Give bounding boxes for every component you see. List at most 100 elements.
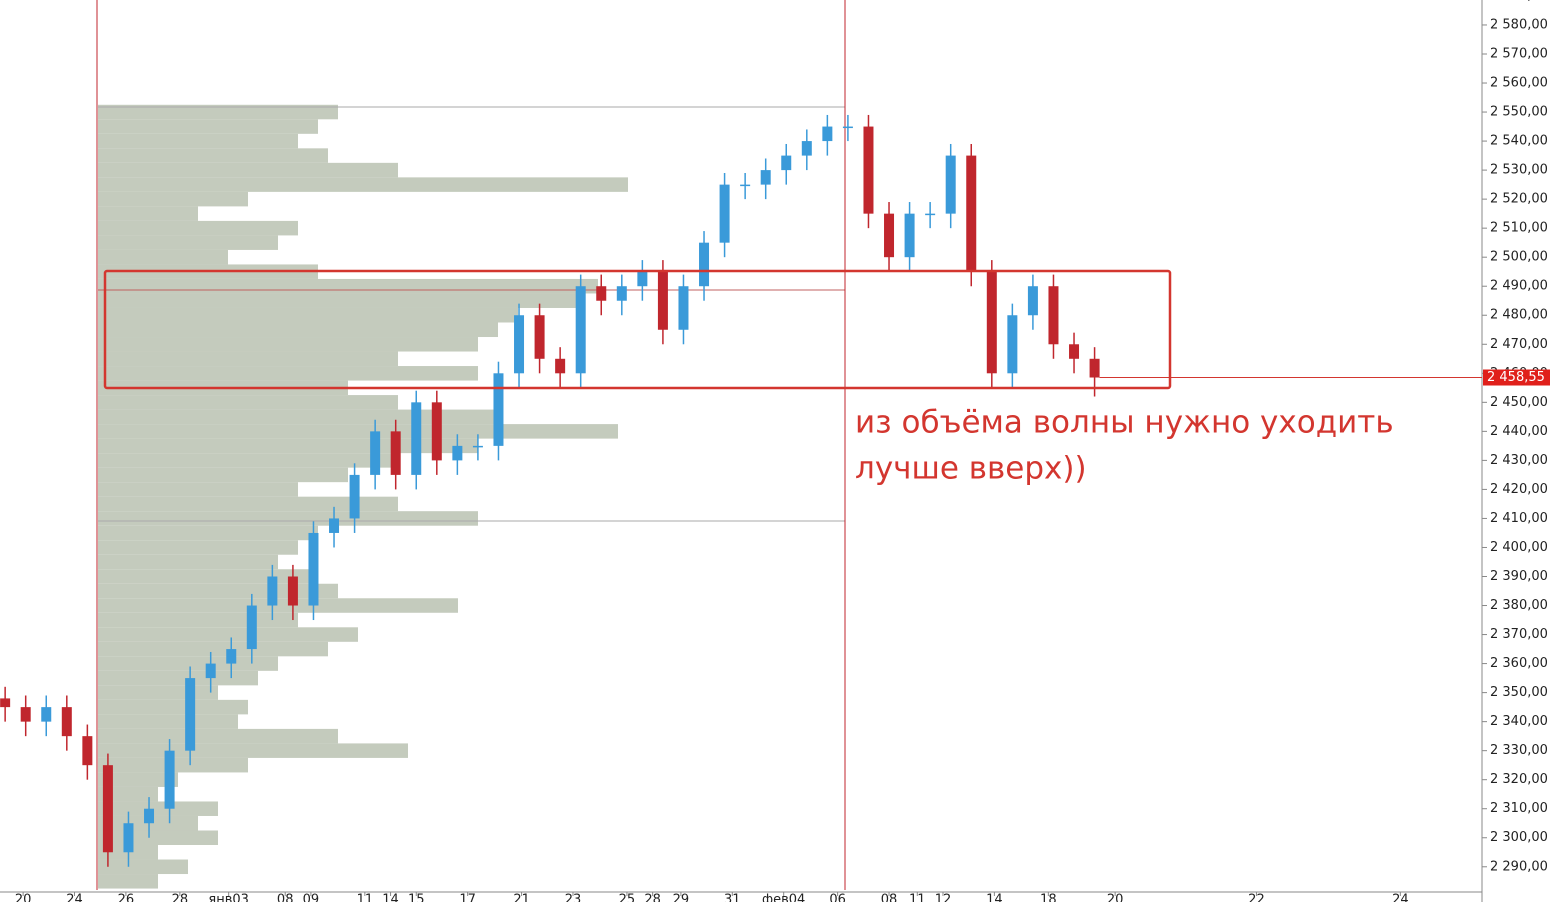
y-tick-label: 2 300,00 [1490,830,1548,845]
candle-body [801,141,812,156]
profile-bar [98,395,398,410]
x-tick-label: фев04 [762,893,805,902]
profile-bar [98,496,398,512]
profile-bar [98,307,518,323]
candle-body [308,532,319,606]
y-tick-label: 2 490,00 [1490,279,1548,294]
profile-bar [98,743,408,758]
candle-body [1007,315,1018,374]
candle-body [123,823,134,853]
profile-bar [98,337,478,352]
profile-bar [98,162,398,178]
candle-body [986,271,997,374]
candle-body [616,286,627,301]
profile-bar [98,670,258,686]
candle-body [657,271,668,330]
y-tick-label: 2 580,00 [1490,17,1548,32]
profile-bar [98,119,318,134]
candle-body [329,518,340,533]
axes: 2 290,00 2 300,00 2 310,00 2 320,00 2 330,00… [15,0,1550,902]
y-tick-label: 2 310,00 [1490,801,1548,816]
x-tick-label: 28 [644,893,661,902]
profile-bar [98,177,628,192]
x-tick-label: 06 [829,893,846,902]
candle-body [1089,358,1100,378]
profile-bar [98,278,598,294]
last-price-box [1483,369,1550,386]
profile-bar [98,409,498,425]
y-tick-label: 2 540,00 [1490,134,1548,149]
candle-body [1069,344,1080,359]
x-tick-label: янв03 [208,893,249,902]
candle-body [884,213,895,258]
profile-bar [98,322,498,338]
profile-bar [98,511,478,526]
candle-body [144,808,155,824]
x-tick-label: 26 [118,893,135,902]
y-tick-label: 2 480,00 [1490,308,1548,323]
profile-bar [98,540,298,555]
candle-body [349,474,360,519]
profile-bar [98,438,478,454]
last-price-label: 2 458,55 [1487,370,1545,385]
y-tick-label: 2 400,00 [1490,540,1548,555]
candle-body [411,402,422,475]
profile-bar [98,220,298,236]
candle-body [760,170,771,185]
candle-body [267,576,278,606]
y-tick-label: 2 510,00 [1490,221,1548,236]
candle-body [534,315,545,359]
profile-bar [98,554,278,570]
annotation-line: из объёма волны нужно уходить [855,405,1394,441]
candle-body [740,184,751,187]
y-tick-label: 2 290,00 [1490,859,1548,874]
profile-bar [98,235,278,250]
y-tick-label: 2 380,00 [1490,598,1548,613]
profile-bar [98,206,198,221]
candle-body [1048,286,1059,345]
x-tick-label: 23 [565,893,582,902]
profile-bar [98,583,338,599]
x-tick-label: 20 [1107,893,1124,902]
candle-body [596,286,607,301]
profile-bar [98,772,178,787]
x-tick-label: 08 [277,893,294,902]
x-tick-label: 11 [357,893,374,902]
y-tick-label: 2 450,00 [1490,395,1548,410]
candle-body [205,663,216,679]
profile-bar [98,467,348,483]
x-tick-label: 09 [303,893,320,902]
candle-body [61,707,72,737]
x-tick-label: 12 [935,893,952,902]
x-tick-label: 29 [673,893,690,902]
profile-bar [98,830,218,846]
x-tick-label: 25 [619,893,636,902]
candle-body [370,431,381,475]
profile-bar [98,627,358,642]
candle-body [82,736,93,766]
x-tick-label: 08 [881,893,898,902]
x-tick-label: 17 [459,893,476,902]
x-tick-label: 20 [15,893,32,902]
profile-bar [98,699,248,715]
x-tick-label: 11 [909,893,926,902]
candle-body [390,431,401,475]
y-tick-label: 2 560,00 [1490,76,1548,91]
profile-bar [98,569,318,584]
profile-bar [98,612,298,628]
candle-body [575,286,586,374]
profile-bar [98,249,228,265]
profile-bar [98,685,218,700]
candle-body [452,445,463,461]
y-tick-label: 2 590,00 [1490,0,1548,3]
x-tick-label: 28 [172,893,189,902]
profile-bar [98,351,398,367]
profile-bar [98,293,578,308]
y-tick-label: 2 500,00 [1490,250,1548,265]
x-tick-label: 24 [1392,893,1409,902]
candle-body [781,155,792,171]
y-tick-label: 2 570,00 [1490,46,1548,61]
y-tick-label: 2 350,00 [1490,685,1548,700]
